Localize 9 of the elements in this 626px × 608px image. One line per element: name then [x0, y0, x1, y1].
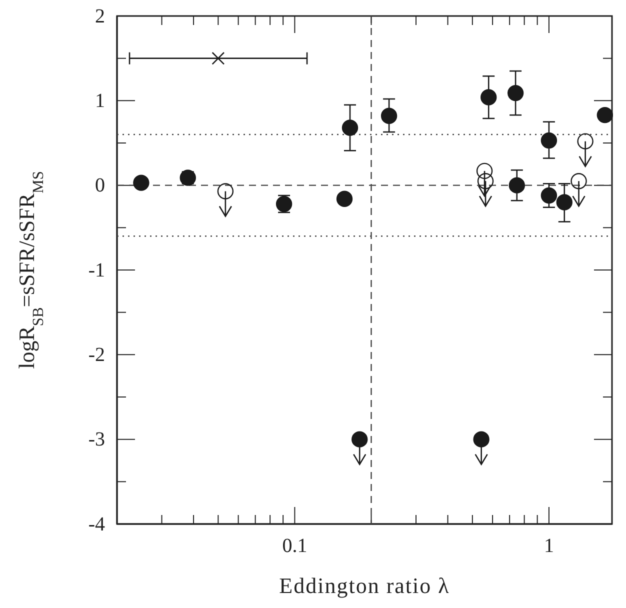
x-axis-title: Eddington ratio λ [279, 573, 450, 598]
y-tick-label: -1 [88, 259, 105, 282]
y-tick-label: 0 [95, 174, 105, 197]
y-tick-label: -3 [88, 428, 105, 451]
x-tick-label: 0.1 [282, 535, 308, 558]
y-tick-label: -2 [88, 344, 105, 366]
y-tick-label: 2 [95, 5, 105, 28]
y-tick-label: -4 [88, 513, 105, 536]
y-tick-label: 1 [95, 90, 105, 112]
